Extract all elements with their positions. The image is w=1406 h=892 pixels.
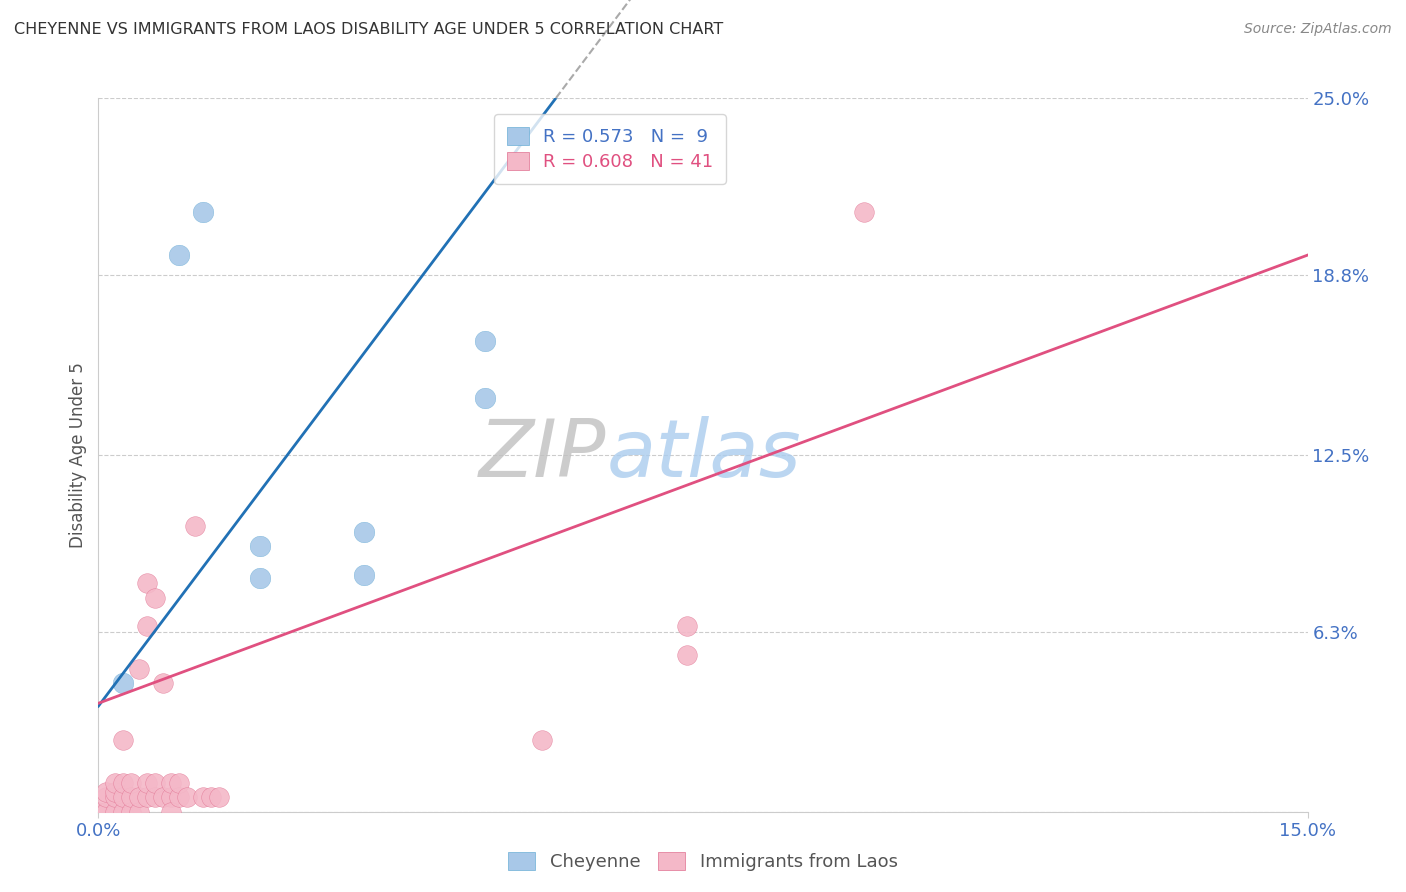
Point [135,576,157,591]
Point [103,805,125,819]
Point [96,790,118,805]
Text: Source: ZipAtlas.com: Source: ZipAtlas.com [1244,22,1392,37]
Text: ZIP: ZIP [479,416,606,494]
Point [249,539,271,553]
Point [120,790,142,805]
Point [152,676,174,690]
Point [128,805,150,819]
Point [120,776,142,790]
Point [143,790,166,805]
Point [167,248,190,262]
Point [676,648,699,662]
Point [474,391,496,405]
Point [353,567,375,582]
Legend: R = 0.573   N =  9, R = 0.608   N = 41: R = 0.573 N = 9, R = 0.608 N = 41 [495,114,725,184]
Point [474,334,496,348]
Point [87,805,110,819]
Point [111,676,134,690]
Point [103,790,125,805]
Point [103,785,125,799]
Point [103,776,125,790]
Text: CHEYENNE VS IMMIGRANTS FROM LAOS DISABILITY AGE UNDER 5 CORRELATION CHART: CHEYENNE VS IMMIGRANTS FROM LAOS DISABIL… [14,22,723,37]
Point [208,790,231,805]
Y-axis label: Disability Age Under 5: Disability Age Under 5 [69,362,87,548]
Point [111,733,134,747]
Point [193,790,215,805]
Point [135,790,157,805]
Point [176,790,198,805]
Point [111,805,134,819]
Point [111,776,134,790]
Point [143,591,166,605]
Point [167,776,190,790]
Point [160,805,183,819]
Point [353,524,375,539]
Point [96,785,118,799]
Point [128,790,150,805]
Point [167,790,190,805]
Point [184,519,207,533]
Point [111,790,134,805]
Point [160,776,183,790]
Point [193,205,215,219]
Point [249,571,271,585]
Point [676,619,699,633]
Point [160,790,183,805]
Point [120,805,142,819]
Point [530,733,553,747]
Point [135,776,157,790]
Point [143,776,166,790]
Point [200,790,222,805]
Point [128,662,150,676]
Point [152,790,174,805]
Text: atlas: atlas [606,416,801,494]
Point [853,205,876,219]
Point [96,805,118,819]
Point [135,619,157,633]
Legend: Cheyenne, Immigrants from Laos: Cheyenne, Immigrants from Laos [501,846,905,879]
